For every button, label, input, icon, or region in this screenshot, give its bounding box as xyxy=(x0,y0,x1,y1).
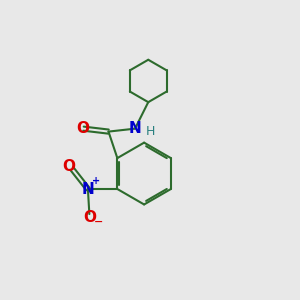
Text: O: O xyxy=(76,121,89,136)
Text: N: N xyxy=(82,182,94,196)
Text: O: O xyxy=(83,210,96,225)
Text: N: N xyxy=(129,121,141,136)
Text: H: H xyxy=(146,124,155,137)
Text: −: − xyxy=(94,217,104,227)
Text: O: O xyxy=(62,158,75,173)
Text: +: + xyxy=(92,176,100,186)
